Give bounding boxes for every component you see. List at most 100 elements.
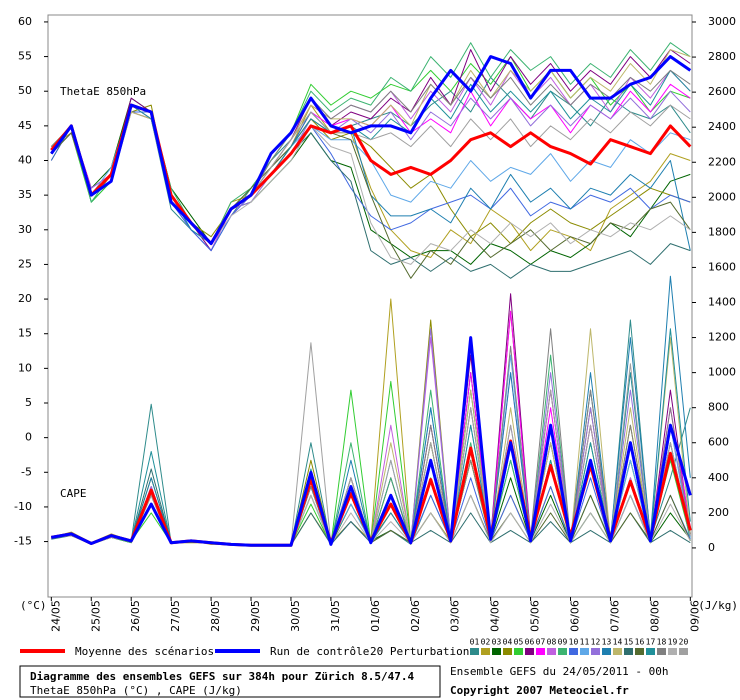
x-tick-label: 03/06 <box>449 600 462 632</box>
y-tick-label: 40 <box>18 154 32 167</box>
y-axis-label: (°C) <box>20 599 47 612</box>
legend-label: 06 <box>525 638 535 647</box>
y2-tick-label: 800 <box>708 401 729 414</box>
legend-label: 15 <box>624 638 634 647</box>
legend-swatch <box>591 648 600 655</box>
legend-swatch <box>514 648 523 655</box>
legend-label: Moyenne des scénarios <box>75 645 214 658</box>
legend-label: 12 <box>591 638 601 647</box>
legend-swatch <box>679 648 688 655</box>
y-tick-label: 10 <box>18 361 32 374</box>
perturbation-line <box>51 104 691 258</box>
x-tick-label: 02/06 <box>409 600 422 632</box>
perturbation-line <box>50 104 691 279</box>
footer-box <box>19 665 441 698</box>
y-tick-label: 25 <box>18 257 32 270</box>
legend-label: 14 <box>613 638 623 647</box>
legend-swatch <box>624 648 633 655</box>
y-tick-label: 45 <box>18 119 32 132</box>
y-tick-label: -15 <box>14 535 32 548</box>
y2-tick-label: 1400 <box>708 295 736 308</box>
y2-tick-label: 1200 <box>708 331 736 344</box>
y-tick-label: 30 <box>18 223 32 236</box>
legend-label: 19 <box>668 638 678 647</box>
main-line <box>50 55 692 246</box>
y-tick-label: 60 <box>18 15 32 28</box>
x-tick-label: 26/05 <box>129 600 142 632</box>
x-tick-label: 28/05 <box>209 600 222 632</box>
y2-tick-label: 200 <box>708 506 729 519</box>
legend-swatch <box>503 648 512 655</box>
legend-swatch <box>646 648 655 655</box>
legend-label: 01 <box>470 638 480 647</box>
footer-subtitle: ThetaE 850hPa (°C) , CAPE (J/kg) <box>30 684 242 697</box>
main-line <box>51 336 692 547</box>
y-tick-label: 5 <box>25 396 32 409</box>
legend-label: 17 <box>646 638 656 647</box>
legend-swatch <box>536 648 545 655</box>
legend-swatch <box>547 648 556 655</box>
y-tick-label: -5 <box>21 465 32 478</box>
legend-label: 11 <box>580 638 590 647</box>
y2-tick-label: 2200 <box>708 155 736 168</box>
x-tick-label: 25/05 <box>89 600 102 632</box>
y2-tick-label: 1600 <box>708 260 736 273</box>
legend-swatch <box>525 648 534 655</box>
footer-run: Ensemble GEFS du 24/05/2011 - 00h <box>450 665 669 678</box>
legend-label: 08 <box>547 638 557 647</box>
y2-axis-label: (J/kg) <box>698 599 738 612</box>
legend-label: 02 <box>481 638 491 647</box>
y2-tick-label: 600 <box>708 436 729 449</box>
y2-tick-label: 2800 <box>708 50 736 63</box>
plot-frame <box>47 14 693 598</box>
perturbation-line <box>50 90 691 245</box>
x-tick-label: 04/06 <box>489 600 502 632</box>
perturbation-line <box>50 104 691 265</box>
x-tick-label: 07/06 <box>608 600 621 632</box>
y-tick-label: -10 <box>14 500 32 513</box>
annotation: ThetaE 850hPa <box>60 85 146 98</box>
legend-swatch <box>569 648 578 655</box>
legend-label: Run de contrôle <box>270 645 369 658</box>
footer-copyright: Copyright 2007 Meteociel.fr <box>450 684 629 697</box>
x-tick-label: 08/06 <box>648 600 661 632</box>
footer-title: Diagramme des ensembles GEFS sur 384h po… <box>30 670 414 683</box>
legend-label: 10 <box>569 638 579 647</box>
y2-tick-label: 0 <box>708 541 715 554</box>
y2-tick-label: 2600 <box>708 85 736 98</box>
annotation: CAPE <box>60 487 87 500</box>
legend-label: 03 <box>492 638 502 647</box>
x-tick-label: 05/06 <box>529 600 542 632</box>
legend-swatch <box>492 648 501 655</box>
legend-label: 13 <box>602 638 612 647</box>
y2-tick-label: 400 <box>708 471 729 484</box>
y2-tick-label: 3000 <box>708 15 736 28</box>
legend-swatch <box>602 648 611 655</box>
legend-label: 09 <box>558 638 568 647</box>
legend-swatch <box>613 648 622 655</box>
legend-label: 18 <box>657 638 667 647</box>
legend-swatch <box>657 648 666 655</box>
legend-label: 20 <box>679 638 689 647</box>
y-tick-label: 55 <box>18 50 32 63</box>
y2-tick-label: 1800 <box>708 225 736 238</box>
perturbation-line <box>50 104 691 279</box>
legend-label: 16 <box>635 638 645 647</box>
legend-swatch <box>580 648 589 655</box>
y2-tick-label: 2000 <box>708 190 736 203</box>
main-line <box>51 439 692 547</box>
legend-label: 07 <box>536 638 546 647</box>
y-tick-label: 50 <box>18 84 32 97</box>
legend-note: 20 Perturbations <box>370 645 476 658</box>
x-tick-label: 29/05 <box>249 600 262 632</box>
perturbation-line <box>50 76 691 252</box>
x-tick-label: 24/05 <box>49 600 62 632</box>
legend-swatch <box>481 648 490 655</box>
legend-swatch <box>668 648 677 655</box>
y-tick-label: 15 <box>18 327 32 340</box>
x-tick-label: 27/05 <box>169 600 182 632</box>
y-tick-label: 20 <box>18 292 32 305</box>
legend-label: 05 <box>514 638 524 647</box>
y2-tick-label: 1000 <box>708 366 736 379</box>
